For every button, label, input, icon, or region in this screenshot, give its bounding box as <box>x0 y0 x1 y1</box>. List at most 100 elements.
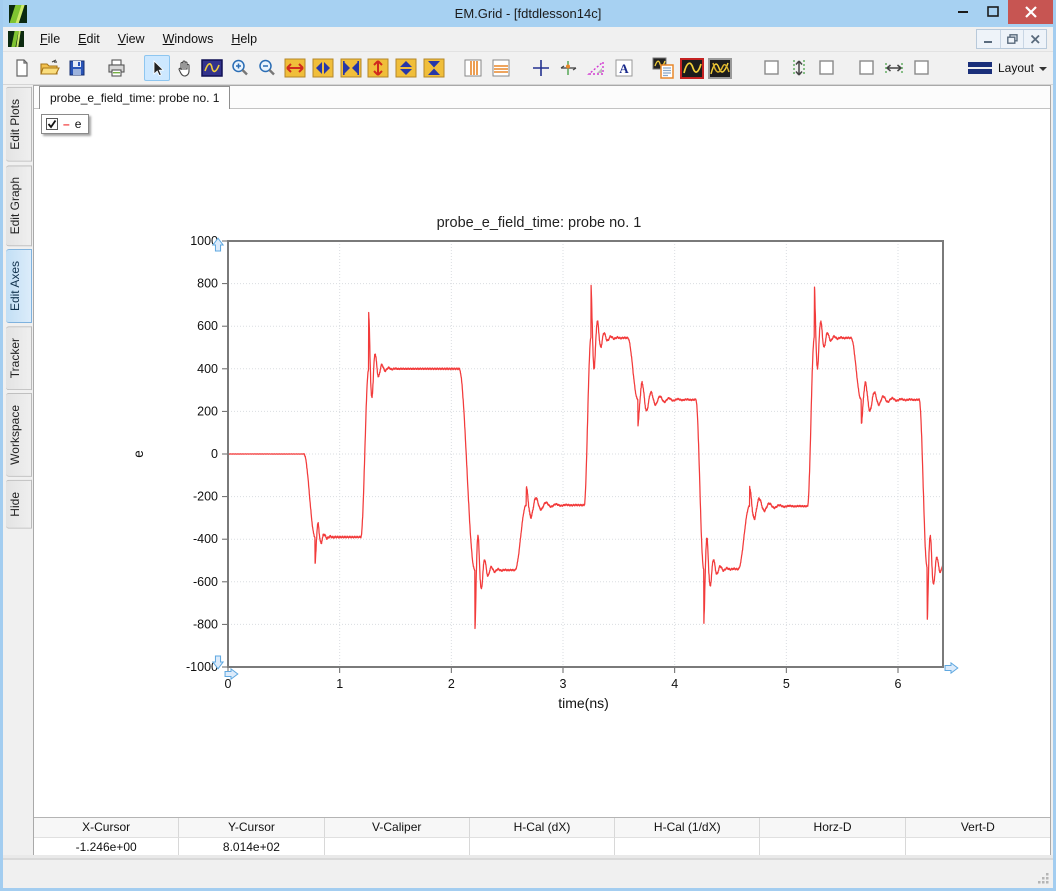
document-tab[interactable]: probe_e_field_time: probe no. 1 <box>39 86 230 109</box>
document-tab-strip: probe_e_field_time: probe no. 1 <box>34 86 1050 109</box>
multi-plot-button[interactable] <box>707 55 733 81</box>
axis-tick-labels: 10008006004002000-200-400-600-800-100001… <box>186 234 902 691</box>
new-file-button[interactable] <box>9 55 35 81</box>
x-tick-label: 5 <box>783 677 790 691</box>
menu-bar: File Edit View Windows Help <box>3 27 1053 52</box>
readout-value-vert-d <box>906 838 1050 857</box>
close-button[interactable] <box>1008 0 1053 24</box>
spread-y-icon <box>395 58 417 78</box>
tracker-cursor-icon <box>558 58 579 78</box>
sidetab-workspace[interactable]: Workspace <box>6 393 32 477</box>
y-tick-label: -800 <box>193 617 218 631</box>
status-bar <box>3 858 1053 888</box>
maximize-button[interactable] <box>978 0 1008 22</box>
readout-value-h-cal-dx <box>470 838 615 857</box>
open-file-button[interactable] <box>37 55 63 81</box>
readout-value-h-cal-1dx <box>615 838 760 857</box>
single-plot-icon <box>680 58 704 79</box>
fit-vertical-left-box[interactable] <box>759 55 785 81</box>
checkbox-icon <box>914 60 930 76</box>
cursor-readout-bar: X-Cursor Y-Cursor V-Caliper H-Cal (dX) H… <box>34 817 1050 857</box>
y-tick-label: 200 <box>197 404 218 418</box>
tracker-cursor-button[interactable] <box>556 55 582 81</box>
y-tick-label: 1000 <box>190 234 218 248</box>
fit-horizontal-right-box[interactable] <box>909 55 935 81</box>
layout-dropdown[interactable]: Layout <box>961 58 1053 78</box>
expand-y-button[interactable] <box>365 55 391 81</box>
legend-checkbox[interactable] <box>46 118 58 130</box>
sidetab-hide[interactable]: Hide <box>6 480 32 529</box>
checkbox-icon <box>859 60 875 76</box>
pointer-icon <box>148 59 166 78</box>
menu-edit[interactable]: Edit <box>69 29 109 49</box>
save-floppy-icon <box>67 58 87 78</box>
y-tick-label: -400 <box>193 532 218 546</box>
window-title: EM.Grid - [fdtdlesson14c] <box>3 6 1053 21</box>
spread-y-button[interactable] <box>393 55 419 81</box>
gridlines <box>228 241 943 667</box>
zoom-out-button[interactable] <box>255 55 281 81</box>
vertical-grid-button[interactable] <box>461 55 487 81</box>
plot-area: – e 10008006004002000-200-400-600-800-10… <box>34 109 1050 817</box>
plot-canvas[interactable]: 10008006004002000-200-400-600-800-100001… <box>34 109 1052 749</box>
chart-title: probe_e_field_time: probe no. 1 <box>437 215 642 231</box>
axis-handle-right[interactable] <box>945 663 958 673</box>
x-tick-label: 1 <box>336 677 343 691</box>
zoom-in-icon <box>230 58 250 78</box>
zoom-window-button[interactable] <box>199 55 225 81</box>
fit-vertical-button[interactable] <box>786 55 812 81</box>
menu-help[interactable]: Help <box>222 29 266 49</box>
save-button[interactable] <box>64 55 90 81</box>
menu-file[interactable]: File <box>31 29 69 49</box>
mdi-restore-button[interactable] <box>1000 30 1023 48</box>
horizontal-grid-button[interactable] <box>488 55 514 81</box>
document-panel: probe_e_field_time: probe no. 1 – e 1000… <box>33 85 1051 858</box>
readout-value-v-caliper <box>325 838 470 857</box>
x-axis-label: time(ns) <box>558 695 609 711</box>
mdi-window-buttons <box>976 29 1047 49</box>
text-annotation-button[interactable]: A <box>611 55 637 81</box>
readout-header-vert-d: Vert-D <box>906 818 1050 838</box>
sidetab-edit-graph[interactable]: Edit Graph <box>6 165 32 246</box>
layout-label: Layout <box>998 61 1034 75</box>
crosshair-button[interactable] <box>528 55 554 81</box>
layout-icon <box>967 61 993 75</box>
plot-report-icon <box>652 57 676 79</box>
fit-horizontal-left-box[interactable] <box>854 55 880 81</box>
spread-x-button[interactable] <box>310 55 336 81</box>
minimize-button[interactable] <box>948 0 978 22</box>
zoom-in-button[interactable] <box>227 55 253 81</box>
zoom-window-icon <box>201 58 223 78</box>
y-tick-label: -600 <box>193 575 218 589</box>
x-tick-label: 4 <box>671 677 678 691</box>
menu-windows[interactable]: Windows <box>154 29 223 49</box>
pan-tool-button[interactable] <box>172 55 198 81</box>
checkbox-icon <box>819 60 835 76</box>
x-tick-label: 6 <box>895 677 902 691</box>
sidetab-tracker[interactable]: Tracker <box>6 326 32 390</box>
fit-vertical-right-box[interactable] <box>814 55 840 81</box>
expand-y-icon <box>367 58 389 78</box>
mdi-close-button[interactable] <box>1023 30 1046 48</box>
caliper-button[interactable] <box>583 55 609 81</box>
fit-horizontal-button[interactable] <box>882 55 908 81</box>
y-tick-label: 600 <box>197 319 218 333</box>
expand-x-button[interactable] <box>282 55 308 81</box>
sidetab-edit-axes[interactable]: Edit Axes <box>6 249 32 323</box>
menu-view[interactable]: View <box>109 29 154 49</box>
resize-grip[interactable] <box>1036 871 1050 885</box>
single-plot-button[interactable] <box>679 55 705 81</box>
pan-hand-icon <box>174 58 194 78</box>
minimize-icon <box>958 6 969 17</box>
plot-report-button[interactable] <box>651 55 677 81</box>
sidetab-edit-plots[interactable]: Edit Plots <box>6 87 32 162</box>
print-button[interactable] <box>104 55 130 81</box>
pointer-tool-button[interactable] <box>144 55 170 81</box>
legend-line-swatch: – <box>63 120 70 128</box>
legend: – e <box>41 114 89 134</box>
compress-x-button[interactable] <box>338 55 364 81</box>
compress-y-button[interactable] <box>421 55 447 81</box>
y-axis-label: e <box>131 450 146 458</box>
mdi-minimize-button[interactable] <box>977 30 1000 48</box>
new-file-icon <box>12 58 32 78</box>
